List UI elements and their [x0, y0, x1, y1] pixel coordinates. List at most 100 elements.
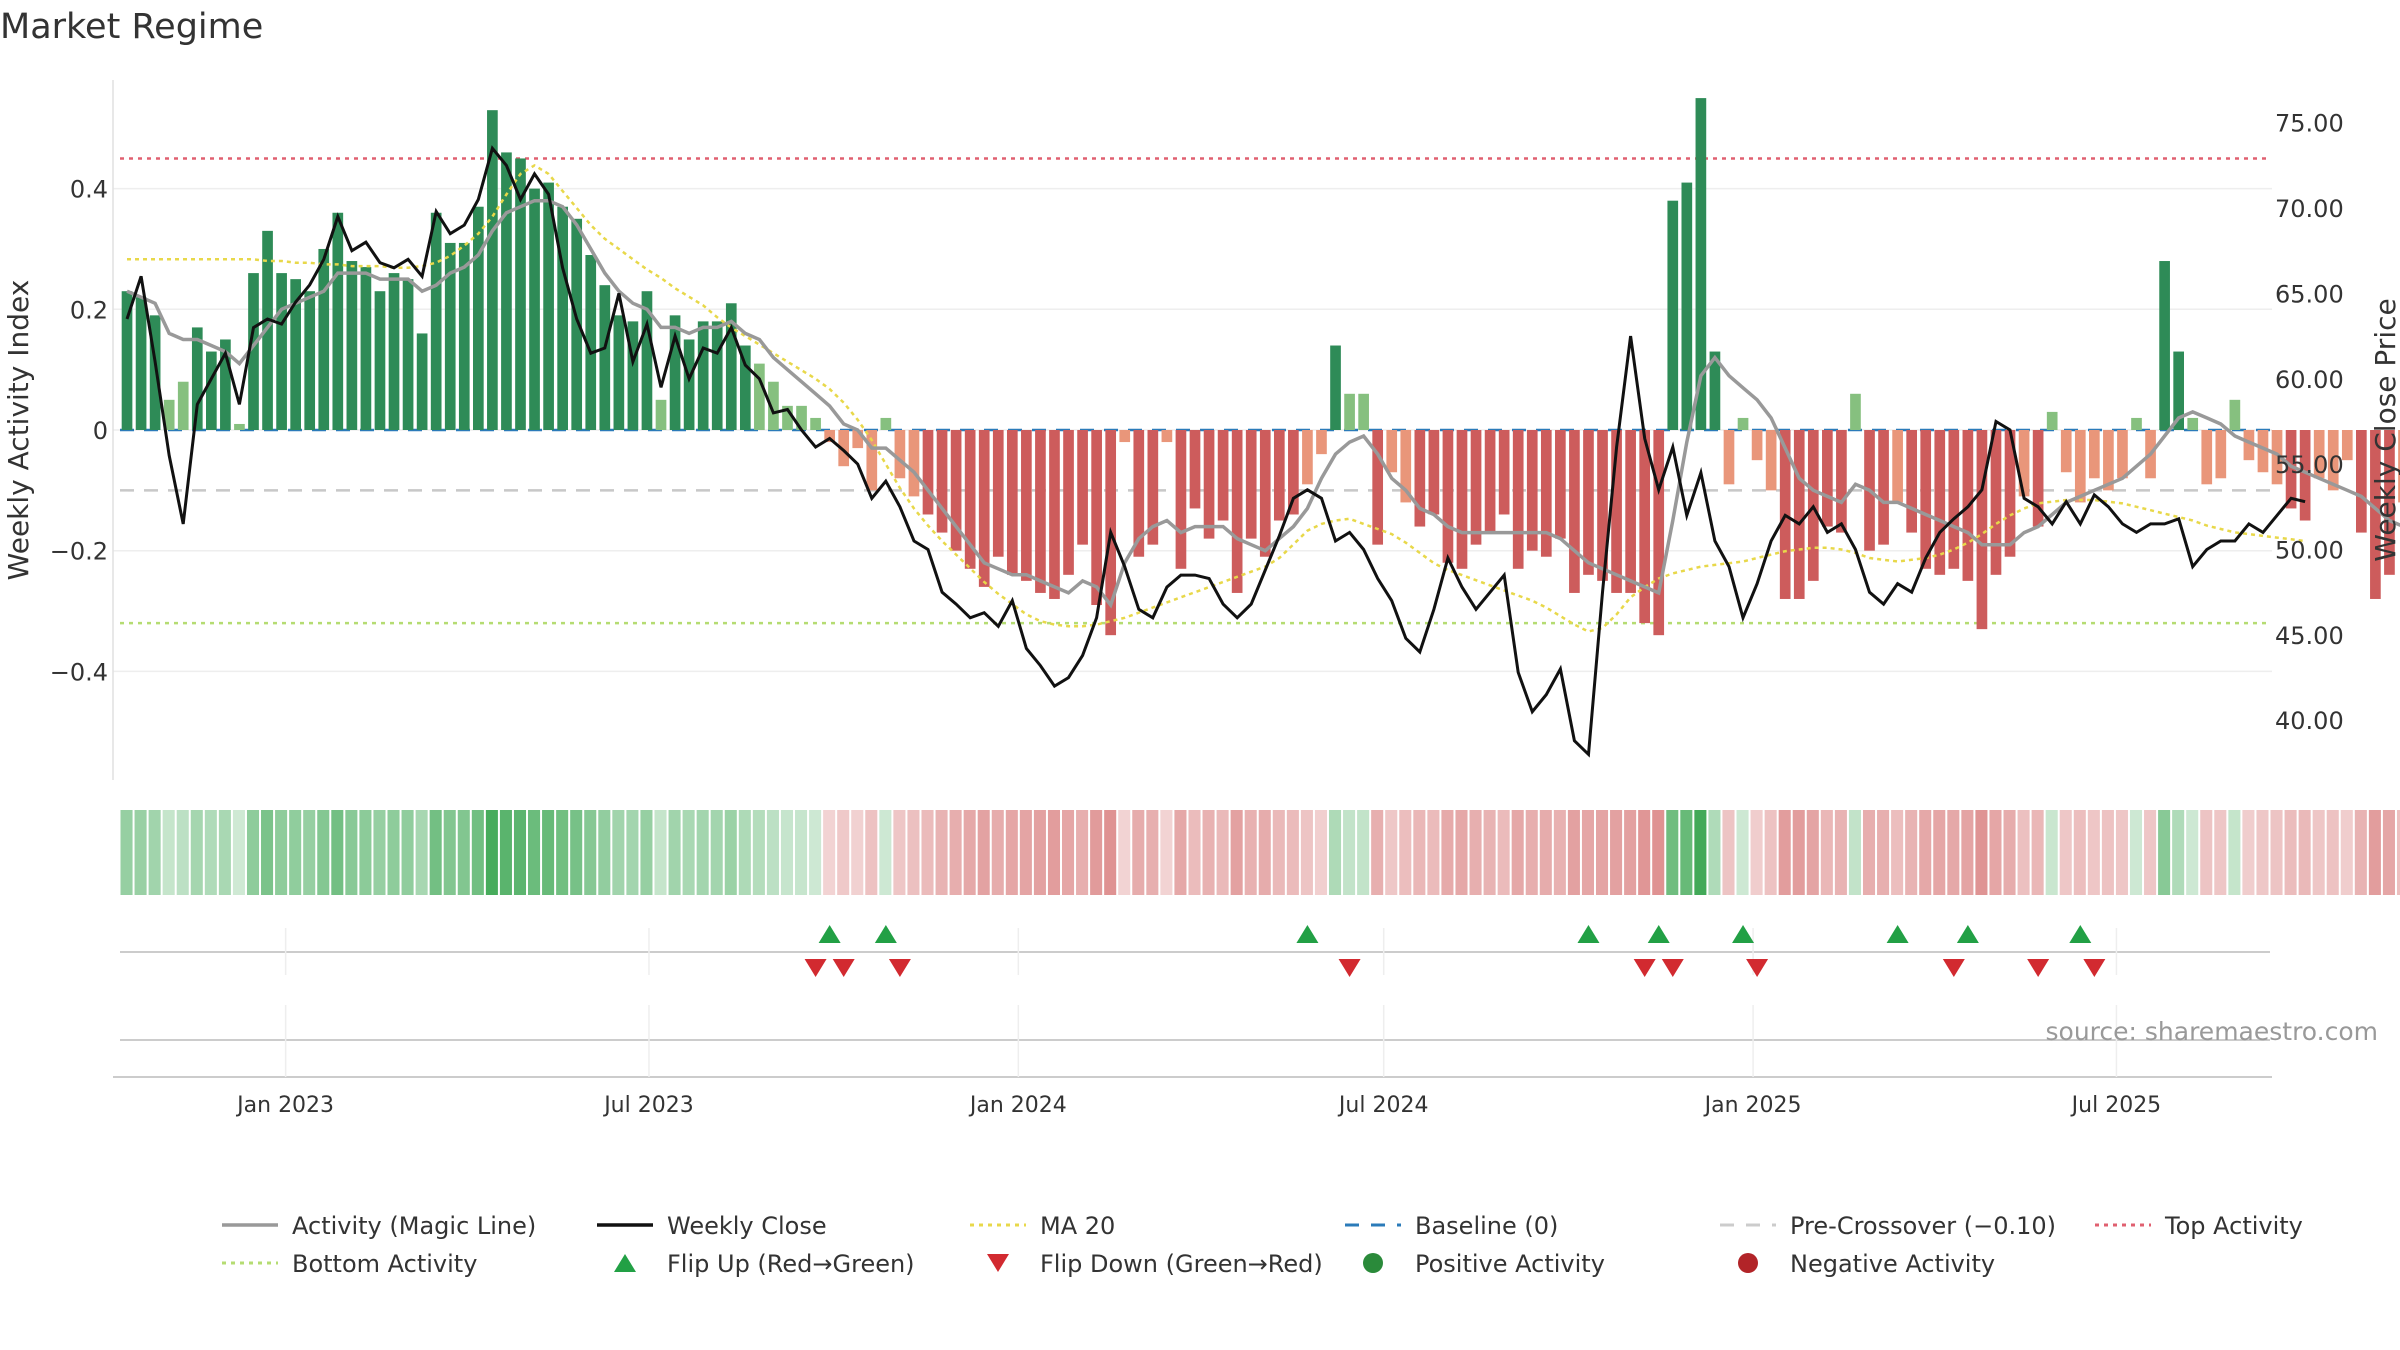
x-tick-label: Jan 2025 — [1703, 1093, 1802, 1118]
bottom-panel-gridlines — [284, 1005, 2118, 1077]
heat-cell — [626, 810, 639, 895]
heat-cell — [2228, 810, 2241, 895]
heat-cell — [935, 810, 948, 895]
right-tick-label: 50.00 — [2275, 537, 2344, 565]
heat-cell — [1441, 810, 1454, 895]
heat-cell — [1553, 810, 1566, 895]
heat-cell — [640, 810, 653, 895]
activity-bar — [1358, 393, 1369, 430]
activity-bar — [866, 430, 878, 491]
heat-cell — [415, 810, 428, 895]
heat-cell — [1680, 810, 1693, 895]
heat-cell — [2101, 810, 2114, 895]
heat-cell — [584, 810, 597, 895]
activity-bar — [627, 321, 639, 430]
flip-up-marker — [1732, 925, 1755, 943]
heat-cell — [1230, 810, 1243, 895]
heat-cell — [1933, 810, 1946, 895]
activity-bar — [487, 110, 498, 430]
left-tick-label: −0.4 — [50, 658, 108, 686]
activity-bar — [922, 430, 934, 515]
heat-cell — [752, 810, 765, 895]
heat-cell — [1919, 810, 1932, 895]
activity-bar — [2356, 430, 2367, 533]
activity-bar — [1372, 430, 1384, 545]
activity-bar — [1948, 430, 1960, 569]
activity-bar — [838, 430, 850, 467]
heat-cell — [2200, 810, 2213, 895]
heat-cell — [1806, 810, 1819, 895]
left-tick-label: 0 — [93, 417, 108, 445]
heat-cell — [1413, 810, 1426, 895]
activity-bar — [458, 242, 470, 430]
activity-bar — [683, 339, 695, 430]
heat-cell — [991, 810, 1004, 895]
activity-bar — [1077, 430, 1088, 545]
heat-cell — [387, 810, 400, 895]
activity-bar — [2004, 430, 2016, 557]
activity-bar — [2201, 430, 2213, 485]
legend-label: MA 20 — [1040, 1212, 1115, 1240]
activity-bar — [641, 291, 653, 430]
heat-cell — [1146, 810, 1159, 895]
activity-bar — [1793, 430, 1805, 599]
x-axis-ticks: Jan 2023 Jul 2023 Jan 2024 Jul 2024 Jan 2025… — [235, 1093, 2161, 1118]
right-tick-label: 75.00 — [2275, 110, 2344, 138]
activity-bar — [1583, 430, 1594, 575]
heat-cell — [2396, 810, 2400, 895]
legend-label: Top Activity — [2164, 1212, 2303, 1240]
heat-cell — [1539, 810, 1552, 895]
flip-up-marker — [1577, 925, 1600, 943]
activity-bar — [908, 430, 920, 497]
regime-heat-strip — [120, 810, 2400, 895]
heat-cell — [401, 810, 414, 895]
activity-bar — [1695, 98, 1707, 430]
activity-bar — [191, 327, 203, 430]
flip-down-marker — [1942, 959, 1965, 977]
right-tick-label: 55.00 — [2275, 451, 2344, 479]
heat-cell — [1328, 810, 1342, 895]
heat-cell — [1736, 810, 1749, 895]
heat-cell — [1525, 810, 1538, 895]
activity-bar — [1737, 417, 1749, 430]
heat-cell — [2172, 810, 2185, 895]
heat-cell — [1314, 810, 1327, 895]
heat-cell — [429, 810, 442, 895]
activity-bar — [796, 405, 807, 430]
legend-swatch — [614, 1254, 636, 1272]
heat-cell — [2242, 810, 2255, 895]
legend-swatch — [1363, 1253, 1383, 1273]
heat-cell — [1118, 810, 1131, 895]
heat-cell — [1483, 810, 1496, 895]
heat-cell — [1848, 810, 1861, 895]
chart-legend: Activity (Magic Line) Weekly Close MA 20 Ba… — [222, 1212, 2303, 1278]
activity-bar — [248, 273, 259, 430]
activity-bar — [2398, 430, 2400, 503]
left-tick-label: 0.2 — [70, 296, 108, 324]
heat-cell — [246, 810, 260, 895]
heat-cell — [134, 810, 147, 895]
x-tick-label: Jul 2025 — [2070, 1093, 2162, 1118]
heat-cell — [513, 810, 527, 895]
activity-bar — [711, 321, 723, 430]
activity-bar — [1231, 430, 1243, 593]
activity-bar — [2384, 430, 2395, 575]
legend-swatch — [987, 1254, 1009, 1272]
activity-bar — [149, 315, 161, 430]
activity-bar — [515, 158, 526, 430]
heat-cell — [1595, 810, 1609, 895]
heat-cell — [1750, 810, 1763, 895]
activity-bar — [1217, 430, 1229, 521]
flip-up-marker — [874, 925, 897, 943]
heat-cell — [2382, 810, 2395, 895]
heat-cell — [204, 810, 217, 895]
heat-cell — [317, 810, 330, 895]
activity-bar — [557, 206, 568, 430]
heat-cell — [1371, 810, 1384, 895]
activity-bar — [655, 399, 667, 430]
heat-cell — [1905, 810, 1918, 895]
activity-bar — [2327, 430, 2339, 491]
activity-bars — [121, 98, 2400, 636]
activity-bar — [950, 430, 962, 551]
